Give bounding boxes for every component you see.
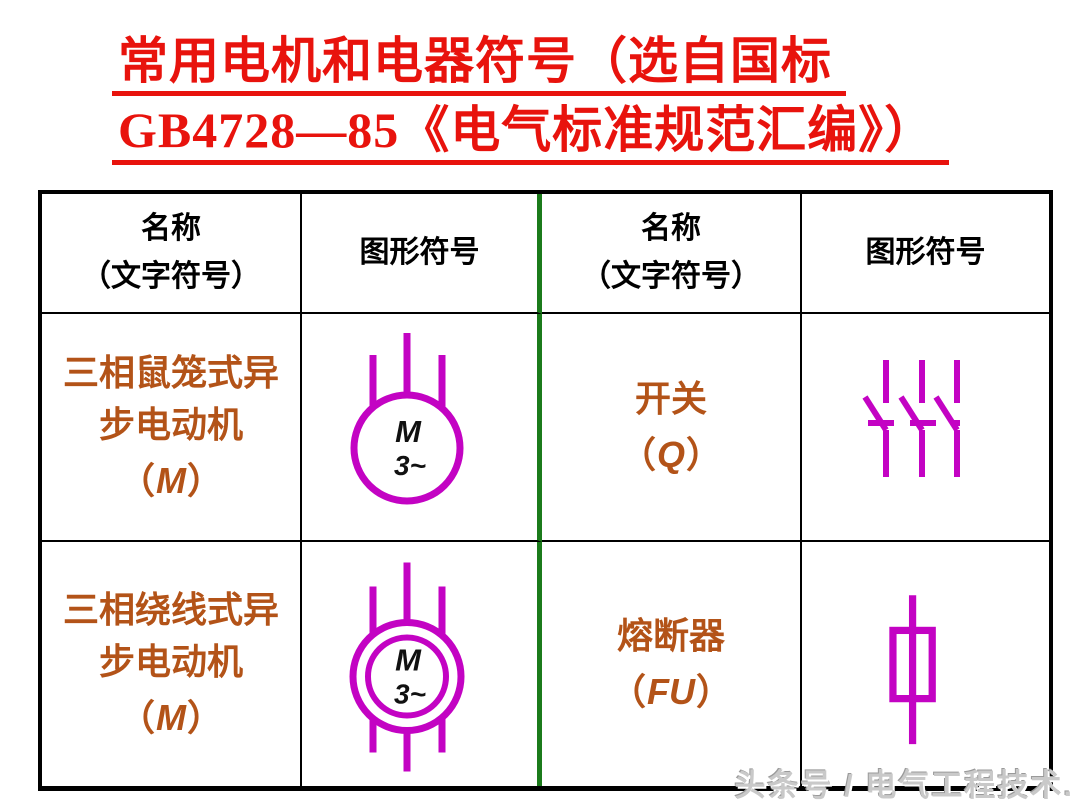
wound-rotor-motor-symbol: M 3~	[349, 562, 465, 772]
code-text: M	[156, 697, 186, 739]
cell-symbol-fuse	[802, 542, 1049, 786]
code-text: FU	[647, 671, 695, 712]
motor-phase: 3~	[394, 679, 426, 710]
letter-code: （FU）	[609, 671, 733, 712]
motor-letter: M	[395, 643, 422, 678]
squirrel-cage-motor-symbol: M 3~	[350, 333, 464, 505]
fuse-body	[889, 626, 936, 703]
header-symbol-left: 图形符号	[302, 194, 542, 314]
header-name-left: 名称 （文字符号）	[42, 194, 302, 314]
cell-name-squirrel-cage-motor: 三相鼠笼式异 步电动机 （M）	[42, 314, 302, 542]
page-title: 常用电机和电器符号（选自国标 GB4728—85《电气标准规范汇编》）	[112, 34, 950, 165]
code-text: M	[156, 460, 186, 502]
motor-letter: M	[395, 414, 422, 449]
cell-name-switch: 开关 （Q）	[542, 314, 802, 542]
motor-inner-circle	[365, 634, 449, 719]
header-symbol-left-label: 图形符号	[359, 236, 480, 269]
title-line-2-text: GB4728—85《电气标准规范汇编》）	[112, 103, 950, 165]
header-name-right-line2: （文字符号）	[581, 260, 761, 293]
fuse-symbol	[889, 595, 936, 745]
symbol-table: 名称 （文字符号） 图形符号 名称 （文字符号） 图形符号 三相鼠笼式异 步电动…	[38, 190, 1053, 791]
title-line-2: GB4728—85《电气标准规范汇编》）	[112, 103, 950, 165]
motor-phase: 3~	[394, 450, 426, 481]
cell-symbol-squirrel-cage-motor: M 3~	[302, 314, 542, 542]
letter-code: （Q）	[619, 434, 723, 475]
header-name-right-line1: 名称	[641, 212, 701, 245]
name-line: 熔断器	[616, 615, 725, 656]
cell-name-fuse: 熔断器 （FU）	[542, 542, 802, 786]
cell-name-wound-rotor-motor: 三相绕线式异 步电动机 （M）	[42, 542, 302, 786]
title-line-1: 常用电机和电器符号（选自国标	[112, 34, 949, 96]
cell-symbol-switch	[802, 314, 1049, 542]
name-line: 三相绕线式异	[62, 589, 279, 630]
motor-circle	[350, 391, 464, 505]
name-line: 步电动机	[98, 641, 243, 682]
header-name-left-line2: （文字符号）	[81, 260, 261, 293]
letter-code: （M）	[118, 460, 224, 502]
watermark: 头条号 / 电气工程技术.	[734, 768, 1074, 803]
code-text: Q	[656, 434, 685, 475]
name-line: 开关	[634, 378, 707, 419]
name-line: 三相鼠笼式异	[62, 352, 279, 393]
header-symbol-right-label: 图形符号	[865, 236, 986, 269]
cell-symbol-wound-rotor-motor: M 3~	[302, 542, 542, 786]
header-name-right: 名称 （文字符号）	[542, 194, 802, 314]
name-line: 步电动机	[98, 404, 243, 445]
three-pole-switch-symbol	[862, 360, 960, 477]
header-name-left-line1: 名称	[141, 212, 201, 245]
header-symbol-right: 图形符号	[802, 194, 1049, 314]
letter-code: （M）	[118, 697, 224, 739]
title-line-1-text: 常用电机和电器符号（选自国标	[112, 34, 846, 96]
